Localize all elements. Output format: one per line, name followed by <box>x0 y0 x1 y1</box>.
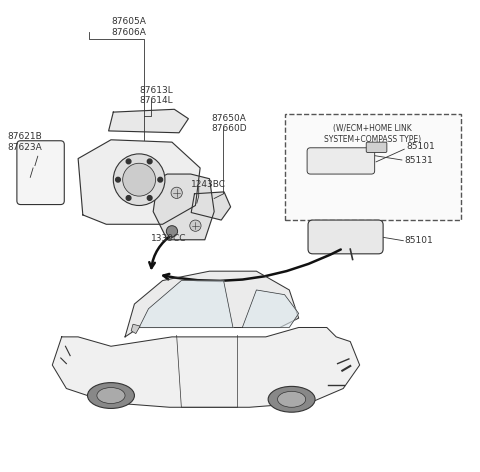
Text: 87605A
87606A: 87605A 87606A <box>111 17 146 37</box>
Text: 1243BC: 1243BC <box>191 180 226 189</box>
Circle shape <box>147 195 152 200</box>
Circle shape <box>147 159 152 164</box>
Ellipse shape <box>268 387 315 412</box>
Polygon shape <box>131 324 140 334</box>
Circle shape <box>116 177 120 182</box>
FancyBboxPatch shape <box>307 148 375 174</box>
Polygon shape <box>52 328 360 407</box>
Circle shape <box>171 187 182 198</box>
Text: 1339CC: 1339CC <box>151 234 186 243</box>
Ellipse shape <box>97 388 125 404</box>
Ellipse shape <box>277 391 306 407</box>
Text: 85101: 85101 <box>407 143 435 152</box>
Circle shape <box>190 220 201 231</box>
Text: (W/ECM+HOME LINK
SYSTEM+COMPASS TYPE): (W/ECM+HOME LINK SYSTEM+COMPASS TYPE) <box>324 124 421 144</box>
Text: 85101: 85101 <box>404 236 433 245</box>
Polygon shape <box>108 110 188 133</box>
FancyBboxPatch shape <box>366 142 387 152</box>
Polygon shape <box>242 290 299 328</box>
Circle shape <box>167 226 178 237</box>
Ellipse shape <box>87 383 134 408</box>
Circle shape <box>113 154 165 205</box>
Polygon shape <box>153 174 214 240</box>
FancyBboxPatch shape <box>17 141 64 204</box>
FancyBboxPatch shape <box>285 114 460 219</box>
Polygon shape <box>139 280 233 328</box>
Polygon shape <box>78 140 200 224</box>
Text: 87621B
87623A: 87621B 87623A <box>8 133 43 152</box>
Circle shape <box>126 159 131 164</box>
Text: 85131: 85131 <box>404 156 433 165</box>
Text: 87613L
87614L: 87613L 87614L <box>139 85 173 105</box>
Polygon shape <box>125 271 299 337</box>
Polygon shape <box>191 192 230 220</box>
Circle shape <box>158 177 163 182</box>
Circle shape <box>126 195 131 200</box>
FancyBboxPatch shape <box>308 220 383 254</box>
Circle shape <box>123 163 156 196</box>
Text: 87650A
87660D: 87650A 87660D <box>212 114 248 133</box>
